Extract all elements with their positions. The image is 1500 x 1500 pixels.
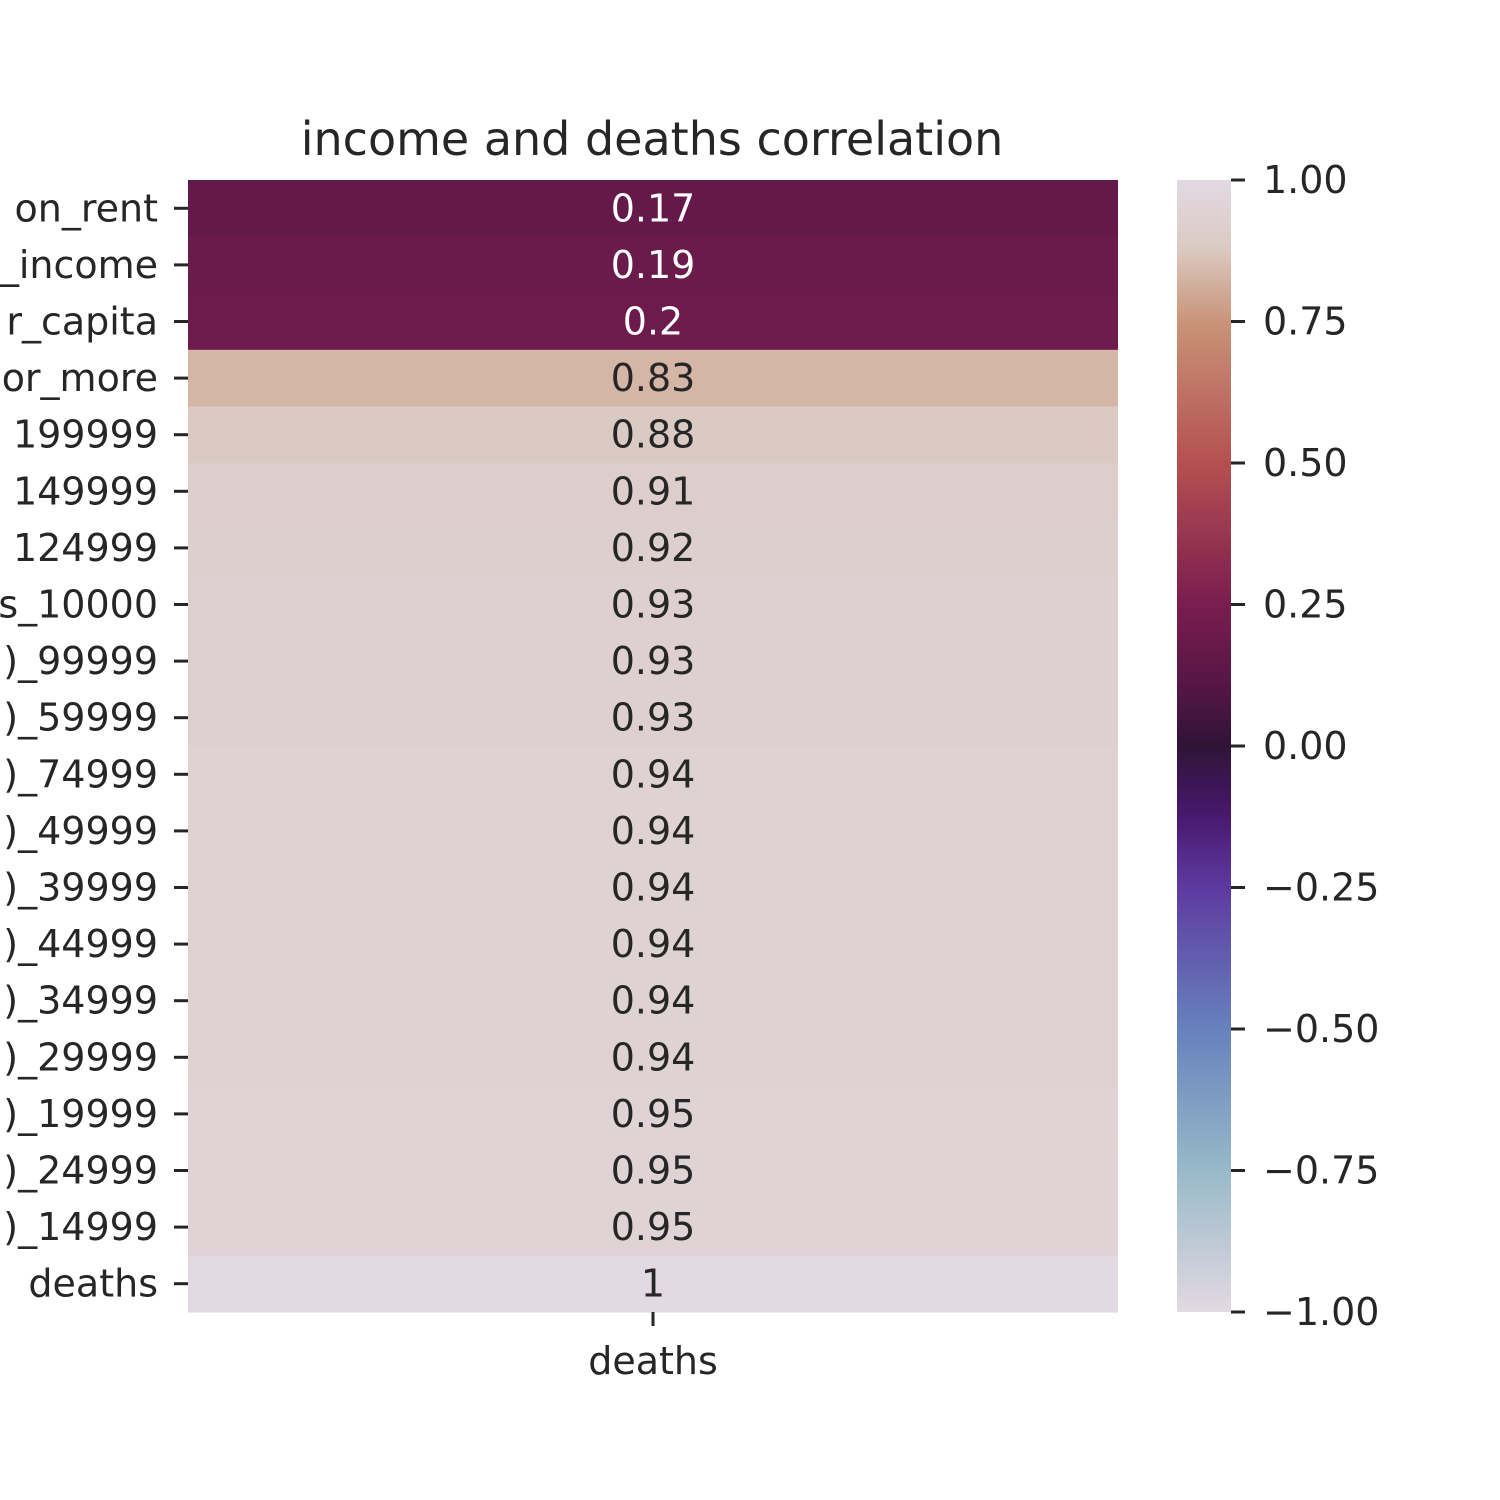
cell-value-label: 0.88 [611, 413, 696, 457]
row-tick-label: r_capita [6, 300, 158, 344]
heatmap-cell [188, 180, 1118, 238]
column-tick-label: deaths [588, 1339, 718, 1383]
heatmap-cells: 0.17 0.19 0.2 0.83 0.88 0.91 0.92 0.93 0.93 0.93 0… [188, 180, 1118, 1313]
row-tick-label: )_29999 [3, 1035, 158, 1079]
cell-value-label: 0.94 [611, 752, 696, 796]
heatmap-cell [188, 1029, 1118, 1087]
heatmap-cell [188, 802, 1118, 860]
colorbar-tick-label: 0.50 [1263, 441, 1348, 485]
row-tick-label: 124999 [13, 526, 158, 570]
cell-value-label: 0.17 [611, 186, 696, 230]
heatmap-cell [188, 1142, 1118, 1200]
heatmap-cell [188, 293, 1118, 351]
row-tick-label: 149999 [13, 469, 158, 513]
row-tick-label: 199999 [13, 413, 158, 457]
row-tick-label: )_74999 [3, 752, 158, 796]
cell-value-label: 0.94 [611, 866, 696, 910]
cell-value-label: 0.94 [611, 1035, 696, 1079]
cell-value-label: 0.92 [611, 526, 696, 570]
heatmap-cell [188, 689, 1118, 747]
colorbar-tick-label: 0.25 [1263, 583, 1348, 627]
cell-value-label: 0.94 [611, 922, 696, 966]
colorbar-tick-labels: 1.00 0.75 0.50 0.25 0.00 −0.25 −0.50 −0.75 −1.00 [1231, 158, 1379, 1334]
row-tick-label: or_more [2, 356, 158, 400]
cell-value-label: 0.2 [623, 300, 683, 344]
heatmap-cell [188, 915, 1118, 973]
row-tick-label: )_59999 [3, 696, 158, 740]
heatmap-cell [188, 632, 1118, 690]
heatmap-cell [188, 463, 1118, 521]
row-tick-label: )_49999 [3, 809, 158, 853]
colorbar-tick-label: 1.00 [1263, 158, 1348, 202]
heatmap-cell [188, 972, 1118, 1030]
row-tick-label: )_19999 [3, 1092, 158, 1136]
colorbar-tick-label: 0.00 [1263, 724, 1348, 768]
colorbar [1177, 180, 1231, 1312]
row-tick-label: )_44999 [3, 922, 158, 966]
cell-value-label: 0.19 [611, 243, 696, 287]
cell-value-label: 0.91 [611, 469, 696, 513]
row-tick-label: )_14999 [3, 1205, 158, 1249]
column-tick-labels: deaths [588, 1312, 718, 1383]
cell-value-label: 0.95 [611, 1092, 696, 1136]
heatmap-cell [188, 1198, 1118, 1256]
row-tick-label: )_39999 [3, 866, 158, 910]
heatmap-cell [188, 406, 1118, 464]
heatmap-cell [188, 1085, 1118, 1143]
heatmap-cell [188, 519, 1118, 577]
cell-value-label: 0.94 [611, 809, 696, 853]
row-tick-label: on_rent [15, 186, 158, 230]
cell-value-label: 0.93 [611, 583, 696, 627]
cell-value-label: 0.83 [611, 356, 696, 400]
heatmap-cell [188, 576, 1118, 634]
row-tick-label: deaths [28, 1262, 158, 1306]
colorbar-tick-label: −0.50 [1263, 1007, 1379, 1051]
cell-value-label: 0.95 [611, 1149, 696, 1193]
heatmap-cell [188, 746, 1118, 804]
row-tick-label: )_34999 [3, 979, 158, 1023]
cell-value-label: 1 [641, 1262, 665, 1306]
row-tick-label: s_10000 [0, 583, 158, 627]
heatmap-cell [188, 859, 1118, 917]
row-tick-label: _income [0, 243, 158, 287]
heatmap-cell [188, 236, 1118, 294]
row-tick-label: )_24999 [3, 1149, 158, 1193]
row-tick-labels: on_rent _income r_capita or_more 199999 14999… [0, 186, 188, 1306]
row-tick-label: )_99999 [3, 639, 158, 683]
cell-value-label: 0.95 [611, 1205, 696, 1249]
cell-value-label: 0.94 [611, 979, 696, 1023]
chart-title: income and deaths correlation [301, 112, 1004, 166]
cell-value-label: 0.93 [611, 696, 696, 740]
heatmap-cell [188, 1255, 1118, 1313]
colorbar-tick-label: −0.75 [1263, 1149, 1379, 1193]
colorbar-tick-label: −0.25 [1263, 866, 1379, 910]
cell-value-label: 0.93 [611, 639, 696, 683]
heatmap-cell [188, 349, 1118, 407]
colorbar-tick-label: 0.75 [1263, 300, 1348, 344]
colorbar-tick-label: −1.00 [1263, 1290, 1379, 1334]
